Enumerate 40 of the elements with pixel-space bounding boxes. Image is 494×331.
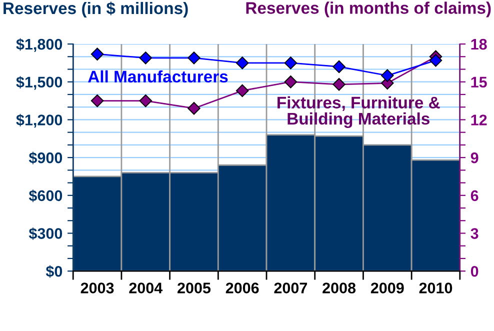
series-label: Fixtures, Furniture & Building Materials bbox=[278, 96, 440, 128]
y2-tick-label: 12 bbox=[471, 114, 487, 126]
point bbox=[332, 60, 346, 74]
point bbox=[284, 56, 298, 70]
point bbox=[90, 94, 104, 108]
y2-tick-label: 9 bbox=[470, 152, 478, 164]
point bbox=[429, 54, 442, 67]
point bbox=[236, 84, 249, 98]
point bbox=[381, 69, 394, 82]
series-label: All Manufacturers bbox=[88, 70, 228, 83]
y-axis-title: Reserves (in $ millions) bbox=[4, 2, 188, 18]
y-tick-label: $1,200 bbox=[16, 114, 62, 128]
point bbox=[284, 75, 298, 88]
y2-tick-label: 18 bbox=[471, 38, 487, 50]
y2-tick-label: 0 bbox=[470, 266, 478, 277]
x-tick-label: 2005 bbox=[178, 282, 211, 294]
y-tick-label: $1,500 bbox=[16, 76, 62, 90]
point bbox=[188, 102, 200, 115]
y2-axis-title: Reserves (in months of claims) bbox=[246, 2, 491, 18]
y2-tick-label: 6 bbox=[470, 190, 478, 202]
y-tick-label: $300 bbox=[28, 227, 62, 240]
point bbox=[139, 52, 152, 64]
y-tick-label: $600 bbox=[28, 190, 62, 202]
point bbox=[188, 52, 200, 64]
x-tick-label: 2010 bbox=[419, 282, 452, 294]
y2-tick-label: 15 bbox=[471, 76, 487, 88]
y-tick-label: $900 bbox=[28, 152, 62, 164]
x-tick-label: 2004 bbox=[129, 282, 163, 294]
x-tick-label: 2006 bbox=[226, 282, 259, 294]
point bbox=[332, 78, 346, 91]
x-tick-label: 2007 bbox=[274, 282, 308, 294]
y-tick-label: $0 bbox=[46, 265, 62, 278]
point bbox=[139, 94, 152, 108]
x-tick-label: 2003 bbox=[80, 282, 114, 294]
x-tick-label: 2009 bbox=[370, 282, 404, 294]
point bbox=[90, 48, 104, 60]
point bbox=[236, 56, 249, 70]
y2-tick-label: 3 bbox=[470, 228, 478, 239]
x-tick-label: 2008 bbox=[322, 282, 356, 294]
y-tick-label: $1,800 bbox=[16, 38, 62, 52]
